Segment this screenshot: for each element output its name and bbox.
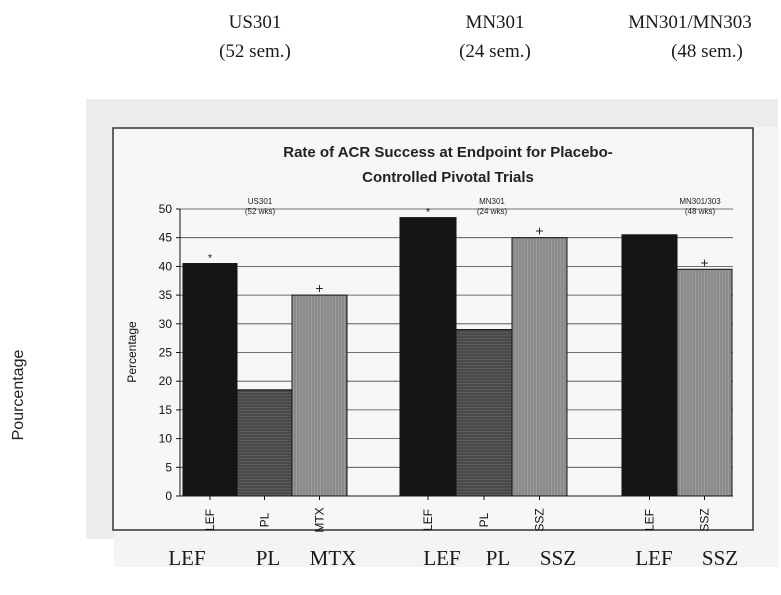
y-tick-label: 45 <box>159 231 173 245</box>
bottom-label-pl: PL <box>255 546 281 570</box>
y-tick-label: 20 <box>159 374 173 388</box>
bar-ssz <box>511 237 568 497</box>
y-axis-title: Percentage <box>125 321 139 383</box>
group-label: US301 <box>248 197 273 206</box>
group-label: MN301 <box>479 197 505 206</box>
x-tick-labels: LEF PL MTX LEF PL SSZ LEF SSZ <box>203 496 712 533</box>
y-tick-label: 10 <box>159 432 173 446</box>
bar-lef <box>399 217 457 497</box>
y-tick-label: 25 <box>159 346 173 360</box>
x-tick-label: LEF <box>203 509 217 531</box>
group-label: MN301/303 <box>679 197 721 206</box>
bar-lef <box>621 234 678 497</box>
bars <box>182 217 733 497</box>
significance-mark: + <box>535 223 543 239</box>
x-tick-label: SSZ <box>698 508 712 531</box>
group-sublabel: (48 wks) <box>685 207 716 216</box>
top-group-us301: US301 (52 sem.) <box>180 8 330 66</box>
top-group-mn301-mn303: MN301/MN303 (48 sem.) <box>600 8 780 66</box>
bottom-label-ssz: SSZ <box>701 546 739 570</box>
x-tick-label: LEF <box>643 509 657 531</box>
x-tick-label: PL <box>258 512 272 527</box>
bottom-label-pl: PL <box>485 546 511 570</box>
y-tick-label: 5 <box>165 460 172 474</box>
top-group-mn301: MN301 (24 sem.) <box>420 8 570 66</box>
chart-title: Rate of ACR Success at Endpoint for Plac… <box>283 144 613 186</box>
y-tick-label: 40 <box>159 259 173 273</box>
bar-mtx <box>291 294 348 497</box>
x-tick-label: LEF <box>421 509 435 531</box>
x-tick-label: MTX <box>313 507 327 532</box>
x-tick-label: PL <box>477 512 491 527</box>
bar-pl <box>455 329 513 497</box>
top-group-name: MN301/MN303 <box>628 12 752 33</box>
significance-marks: * + * + + <box>208 207 709 296</box>
y-tick-label: 30 <box>159 317 173 331</box>
x-tick-label: SSZ <box>533 508 547 531</box>
top-group-name: MN301 <box>465 12 525 33</box>
significance-mark: + <box>700 254 708 270</box>
top-group-duration: (48 sem.) <box>671 41 743 62</box>
y-tick-label: 35 <box>159 288 173 302</box>
top-group-duration: (24 sem.) <box>459 41 531 62</box>
bottom-label-lef: LEF <box>423 546 461 570</box>
group-labels: US301(52 wks) MN301(24 wks) MN301/303(48 w… <box>245 197 721 216</box>
bar-ssz <box>676 268 733 497</box>
y-tick-labels: 0 5 10 15 20 25 30 35 40 45 50 <box>159 202 180 503</box>
y-tick-label: 0 <box>165 489 172 503</box>
y-tick-label: 50 <box>159 202 173 216</box>
bottom-label-ssz: SSZ <box>539 546 577 570</box>
chart-title-line: Rate of ACR Success at Endpoint for Plac… <box>283 144 613 161</box>
bottom-label-lef: LEF <box>635 546 673 570</box>
group-sublabel: (52 wks) <box>245 207 276 216</box>
top-group-name: US301 <box>228 12 282 33</box>
bar-pl <box>236 389 293 497</box>
bottom-label-mtx: MTX <box>309 546 357 570</box>
y-tick-label: 15 <box>159 403 173 417</box>
chart-title-line: Controlled Pivotal Trials <box>362 169 534 186</box>
bottom-label-lef: LEF <box>168 546 206 570</box>
bar-lef <box>182 263 238 497</box>
top-group-duration: (52 sem.) <box>219 41 291 62</box>
significance-mark: * <box>208 253 213 265</box>
group-sublabel: (24 wks) <box>477 207 508 216</box>
significance-mark: * <box>426 207 431 219</box>
significance-mark: + <box>315 280 323 296</box>
